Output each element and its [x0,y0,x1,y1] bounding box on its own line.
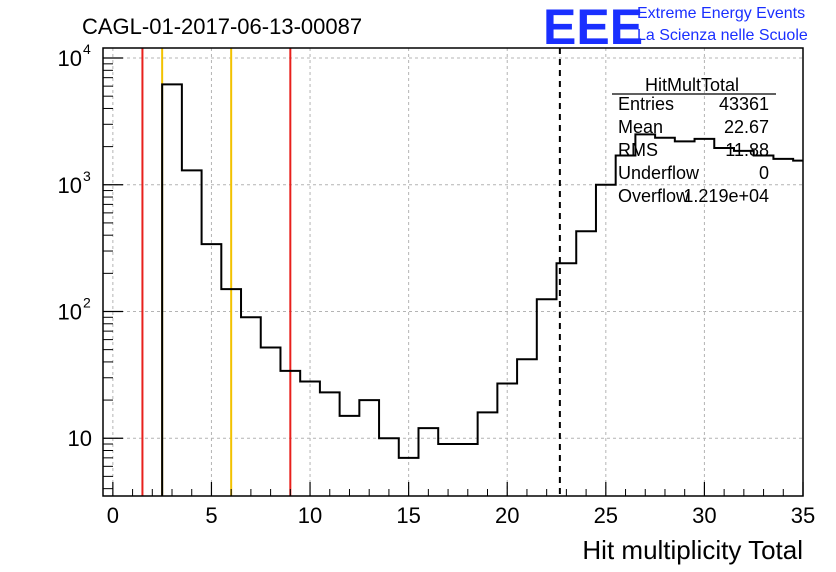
histogram-bin [202,244,222,496]
y-tick-label: 10 [58,299,82,324]
stats-label: Overflow [618,186,690,206]
histogram-bin [616,156,636,496]
stats-label: Underflow [618,163,700,183]
histogram-bin [773,159,793,496]
y-tick-exponent: 2 [83,294,91,310]
y-tick-label: 10 [58,173,82,198]
histogram-bin [182,170,202,496]
histogram-bin [221,289,241,496]
x-tick-label: 30 [692,503,716,528]
histogram-bin [280,371,300,496]
histogram-bin [497,384,517,496]
histogram-bin [537,299,557,496]
stats-value: 43361 [719,94,769,114]
histogram-bin [478,412,498,496]
y-tick-exponent: 3 [83,168,91,184]
stats-value: 22.67 [724,117,769,137]
histogram-bin [517,359,537,496]
eee-logo-text: EEE [543,0,643,55]
y-tick-label: 10 [58,46,82,71]
chart-title: CAGL-01-2017-06-13-00087 [82,14,362,39]
grid [103,48,804,496]
plot-frame [102,47,804,497]
y-tick-label: 10 [68,426,92,451]
histogram-bin [418,428,438,496]
histogram-bin [340,416,360,496]
x-tick-label: 25 [594,503,618,528]
stats-box: HitMultTotal Entries 43361 Mean 22.67 RMS 11.… [612,75,776,206]
histogram-bin [359,400,379,496]
histogram-bin [320,392,340,496]
stats-label: Mean [618,117,663,137]
histogram-bin [300,382,320,496]
histogram-bin [458,444,478,496]
histogram-bin [754,156,774,496]
stats-label: RMS [618,140,658,160]
y-tick-exponent: 4 [83,41,91,57]
axis-ticks [103,57,804,496]
brand-line-2: La Scienza nelle Scuole [637,27,808,44]
eee-logo: EEE Extreme Energy Events La Scienza nel… [543,0,808,55]
histogram-bin [596,185,616,496]
brand-line-1: Extreme Energy Events [637,5,805,22]
stats-value: 1.219e+04 [683,186,769,206]
histogram-bin [557,263,577,496]
histogram-outline [161,83,803,496]
histogram-bin [241,317,261,496]
x-tick-label: 20 [495,503,519,528]
histogram-bin [576,231,596,496]
x-tick-label: 5 [205,503,217,528]
x-tick-label: 10 [298,503,322,528]
x-axis-label: Hit multiplicity Total [582,535,803,565]
histogram-bin [379,438,399,496]
stats-label: Entries [618,94,674,114]
histogram-bins [161,83,803,496]
histogram-bin [162,84,182,496]
histogram-bin [793,161,803,496]
stats-title: HitMultTotal [645,75,739,95]
x-tick-label: 15 [396,503,420,528]
stats-value: 11.88 [725,140,769,160]
x-tick-label: 0 [107,503,119,528]
x-tick-label: 35 [791,503,815,528]
stats-value: 0 [759,163,769,183]
histogram-bin [438,444,458,496]
histogram-bin [261,347,281,496]
